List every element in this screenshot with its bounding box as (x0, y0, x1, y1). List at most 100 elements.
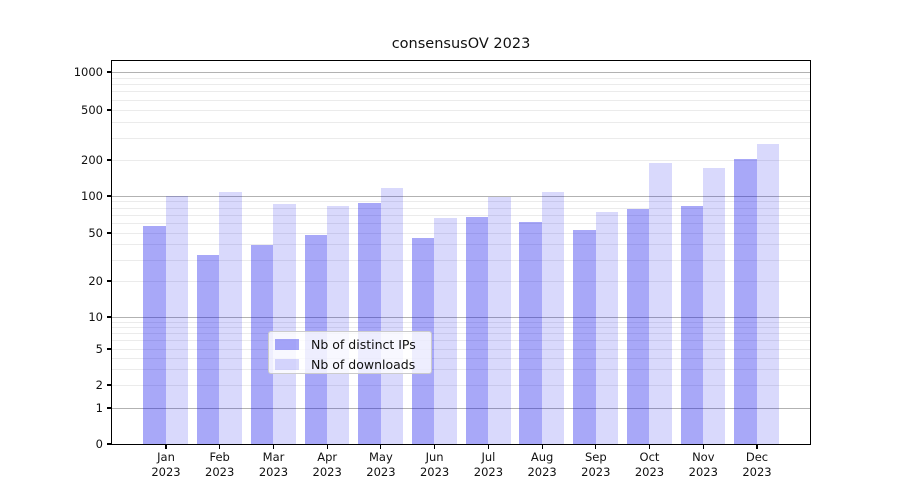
y-tick-label: 200 (81, 153, 103, 167)
x-tick (380, 444, 382, 449)
x-tick (326, 444, 328, 449)
x-tick (595, 444, 597, 449)
bar-distinct-ips-mar (250, 244, 274, 444)
bar-distinct-ips-oct (626, 209, 650, 444)
y-tick-label: 50 (88, 226, 103, 240)
minor-gridline (111, 99, 810, 101)
plot-area (110, 59, 811, 445)
x-tick (219, 444, 221, 449)
y-tick (106, 316, 111, 318)
y-tick-label: 5 (95, 342, 103, 356)
minor-gridline (111, 207, 810, 209)
minor-gridline (111, 201, 810, 203)
x-tick-label: Jun 2023 (419, 450, 450, 479)
minor-gridline (111, 340, 810, 342)
legend-label-downloads: Nb of downloads (311, 356, 416, 372)
bar-downloads-aug (541, 192, 565, 444)
y-tick (106, 71, 111, 73)
legend: Nb of distinct IPs Nb of downloads (268, 331, 432, 374)
bar-downloads-jul (488, 197, 511, 444)
x-tick-label: Jul 2023 (473, 450, 504, 479)
y-tick (106, 443, 111, 445)
x-tick-label: Mar 2023 (258, 450, 289, 479)
minor-gridline (111, 333, 810, 335)
y-tick-label: 1000 (73, 65, 103, 79)
bar-distinct-ips-jul (465, 217, 489, 444)
legend-label-distinct-ips: Nb of distinct IPs (311, 337, 416, 353)
bar-downloads-oct (649, 162, 672, 444)
bar-distinct-ips-aug (519, 222, 542, 444)
y-tick-label: 500 (81, 103, 103, 117)
x-tick (272, 444, 275, 449)
minor-gridline (111, 77, 810, 79)
y-tick (106, 384, 111, 386)
y-tick (106, 195, 111, 197)
x-tick-label: Aug 2023 (527, 450, 557, 479)
minor-gridline (111, 244, 810, 246)
legend-item-downloads: Nb of downloads (275, 355, 425, 375)
bar-downloads-feb (219, 191, 242, 444)
bar-distinct-ips-feb (197, 254, 220, 444)
major-gridline (111, 195, 810, 197)
major-gridline (111, 316, 810, 318)
minor-gridline (111, 321, 810, 323)
y-tick-label: 100 (81, 189, 103, 203)
y-tick (106, 109, 111, 111)
x-tick (165, 444, 167, 449)
minor-gridline (111, 327, 810, 329)
bar-downloads-may (380, 187, 404, 444)
y-tick (106, 280, 111, 282)
bar-distinct-ips-nov (680, 206, 704, 444)
bar-downloads-mar (273, 203, 296, 444)
y-tick (106, 232, 111, 234)
y-tick (106, 159, 111, 161)
bar-distinct-ips-sep (573, 229, 596, 444)
legend-item-distinct-ips: Nb of distinct IPs (275, 335, 425, 355)
minor-gridline (111, 368, 810, 370)
y-tick (106, 348, 111, 350)
x-tick (434, 444, 436, 449)
bar-distinct-ips-jan (143, 225, 166, 444)
minor-gridline (111, 137, 810, 139)
y-tick-label: 1 (95, 401, 103, 415)
minor-gridline (111, 259, 810, 261)
minor-gridline (111, 109, 810, 111)
minor-gridline (111, 357, 810, 359)
chart-title: consensusOV 2023 (391, 36, 531, 52)
x-tick-label: Sep 2023 (581, 450, 611, 479)
bar-distinct-ips-may (358, 202, 381, 444)
minor-gridline (111, 348, 810, 350)
legend-swatch-downloads (275, 358, 299, 370)
major-gridline (111, 71, 810, 73)
x-tick-label: Dec 2023 (742, 450, 772, 479)
y-tick-label: 20 (88, 274, 103, 288)
x-tick (702, 444, 704, 449)
x-tick-label: May 2023 (366, 450, 396, 479)
legend-swatch-distinct-ips (275, 339, 299, 351)
minor-gridline (111, 159, 810, 161)
x-tick (648, 444, 651, 449)
bar-downloads-apr (326, 206, 350, 444)
y-tick-label: 2 (95, 378, 103, 392)
minor-gridline (111, 121, 810, 123)
x-tick-label: Nov 2023 (688, 450, 718, 479)
minor-gridline (111, 91, 810, 93)
x-tick-label: Feb 2023 (205, 450, 235, 479)
x-tick (756, 444, 758, 449)
minor-gridline (111, 223, 810, 225)
minor-gridline (111, 214, 810, 216)
x-tick (487, 444, 489, 449)
bar-distinct-ips-dec (734, 158, 757, 444)
minor-gridline (111, 232, 810, 234)
major-gridline (111, 407, 810, 409)
x-tick-label: Jan 2023 (151, 450, 181, 479)
minor-gridline (111, 384, 810, 386)
bar-downloads-dec (756, 144, 780, 444)
bar-downloads-jan (165, 195, 189, 444)
y-tick-label: 10 (88, 310, 103, 324)
bar-downloads-jun (434, 218, 457, 444)
x-tick (541, 444, 543, 449)
bar-downloads-nov (703, 167, 726, 444)
x-tick-label: Apr 2023 (312, 450, 342, 479)
